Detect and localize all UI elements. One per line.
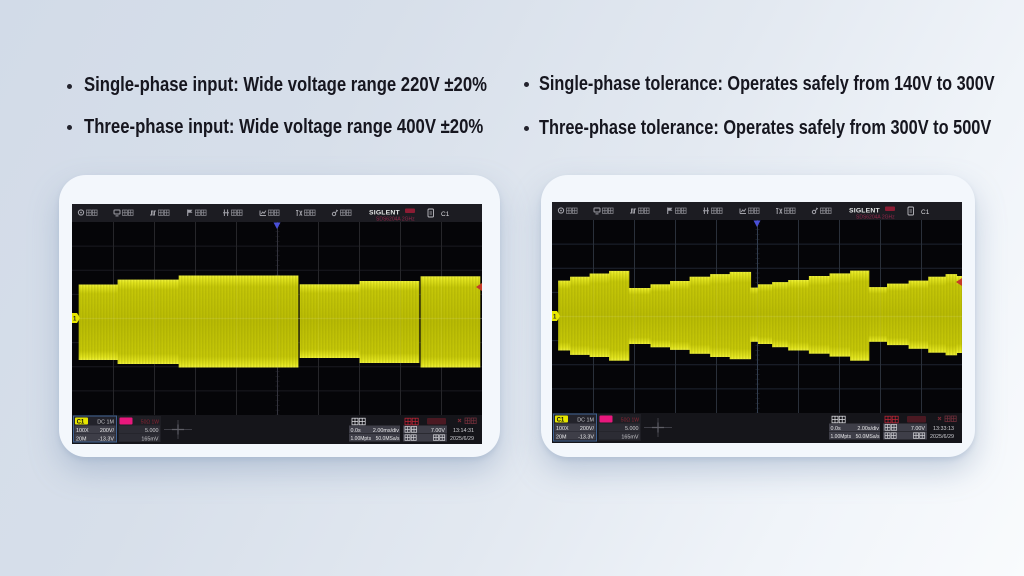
svg-text:100X: 100X [76,428,89,434]
svg-text:50Ω 1W: 50Ω 1W [141,420,159,426]
svg-text:50.0MSa/s: 50.0MSa/s [856,434,880,440]
svg-text:200V/: 200V/ [100,428,115,434]
svg-text:100X: 100X [556,426,569,432]
svg-text:5.000: 5.000 [625,426,639,432]
svg-text:2.00s/div: 2.00s/div [857,426,879,432]
svg-text:C1: C1 [77,420,85,426]
svg-text:SIGLENT: SIGLENT [849,208,881,215]
svg-text:13:33:13: 13:33:13 [933,426,954,432]
svg-text:50.0MSa/s: 50.0MSa/s [376,436,400,442]
svg-text:SDS6204A 2GHz: SDS6204A 2GHz [856,214,895,220]
svg-text:2025/6/29: 2025/6/29 [930,434,954,440]
svg-text:20M: 20M [556,434,567,440]
svg-text:200V/: 200V/ [580,426,595,432]
svg-text:DC 1M: DC 1M [577,418,594,424]
svg-text:DC 1M: DC 1M [97,420,114,426]
svg-text:1: 1 [73,317,77,323]
svg-text:C1: C1 [557,418,565,424]
svg-text:C1: C1 [441,211,450,218]
svg-text:50Ω 1W: 50Ω 1W [621,418,639,424]
svg-text:-13.3V: -13.3V [578,434,594,440]
svg-text:165mV: 165mV [621,434,638,440]
svg-text:5.000: 5.000 [145,428,159,434]
svg-text:165mV: 165mV [141,436,158,442]
svg-text:SDS6204A 2GHz: SDS6204A 2GHz [376,216,415,222]
svg-text:0.0s: 0.0s [351,428,361,434]
svg-text:C1: C1 [921,209,930,216]
svg-text:-13.3V: -13.3V [98,436,114,442]
svg-text:2025/6/29: 2025/6/29 [450,436,474,442]
svg-text:7.00V: 7.00V [431,428,445,434]
svg-text:0.0s: 0.0s [831,426,841,432]
svg-text:SIGLENT: SIGLENT [369,210,401,217]
svg-text:1.00Mpts: 1.00Mpts [831,434,852,440]
svg-text:1: 1 [553,315,557,321]
svg-text:7.00V: 7.00V [911,426,925,432]
svg-text:20M: 20M [76,436,87,442]
svg-text:13:14:31: 13:14:31 [453,428,474,434]
svg-text:1.00Mpts: 1.00Mpts [351,436,372,442]
svg-text:2.00ms/div: 2.00ms/div [373,428,399,434]
